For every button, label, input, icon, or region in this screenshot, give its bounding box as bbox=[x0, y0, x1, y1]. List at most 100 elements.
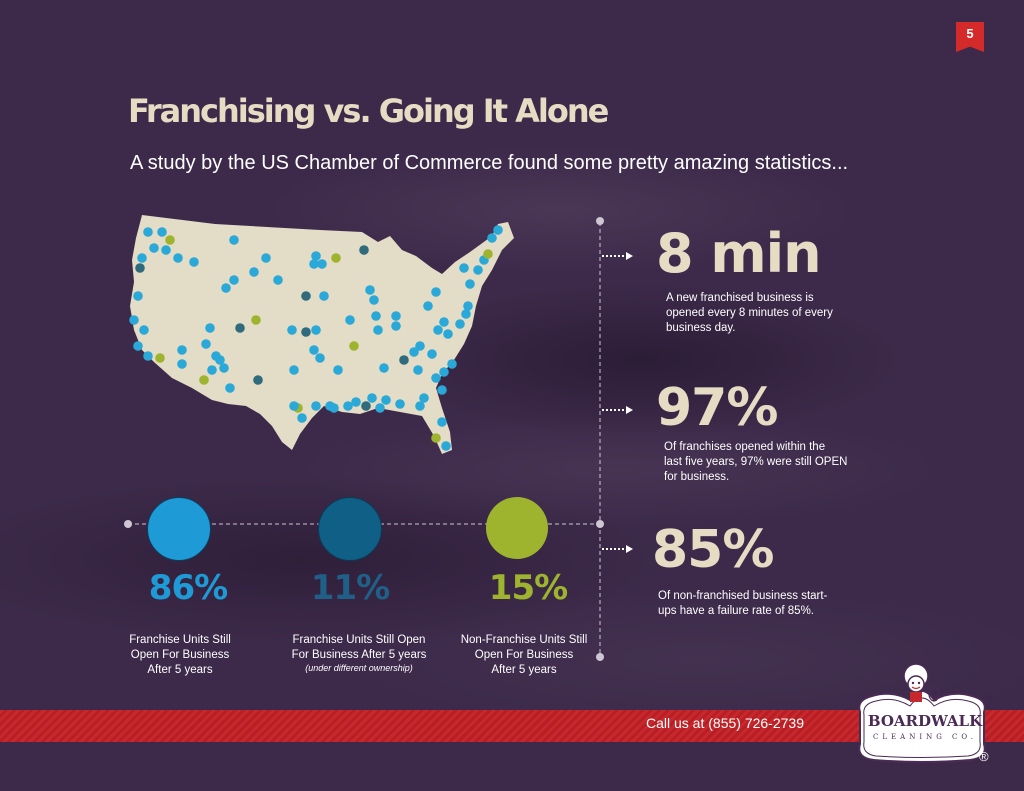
map-location-dot bbox=[367, 393, 377, 403]
map-location-dot bbox=[431, 433, 441, 443]
map-location-dot bbox=[391, 311, 401, 321]
map-location-dot bbox=[207, 365, 217, 375]
map-location-dot bbox=[413, 365, 423, 375]
logo-subtitle: CLEANING CO. bbox=[873, 733, 977, 741]
map-location-dot bbox=[251, 315, 261, 325]
map-location-dot bbox=[157, 227, 167, 237]
map-location-dot bbox=[431, 287, 441, 297]
map-location-dot bbox=[143, 227, 153, 237]
map-location-dot bbox=[133, 291, 143, 301]
map-location-dot bbox=[249, 267, 259, 277]
footer-band bbox=[0, 710, 1024, 742]
map-location-dot bbox=[319, 291, 329, 301]
map-location-dot bbox=[177, 359, 187, 369]
page-number-badge: 5 bbox=[956, 22, 984, 52]
map-location-dot bbox=[443, 329, 453, 339]
map-location-dot bbox=[349, 341, 359, 351]
map-location-dot bbox=[415, 401, 425, 411]
map-location-dot bbox=[333, 365, 343, 375]
map-location-dot bbox=[219, 363, 229, 373]
map-location-dot bbox=[461, 309, 471, 319]
map-location-dot bbox=[359, 245, 369, 255]
map-location-dot bbox=[235, 323, 245, 333]
stat-value-97-percent: 97% bbox=[656, 378, 778, 438]
map-location-dot bbox=[465, 279, 475, 289]
percent-note: (under different ownership) bbox=[305, 663, 413, 673]
map-location-dot bbox=[273, 275, 283, 285]
map-location-dot bbox=[253, 375, 263, 385]
map-location-dot bbox=[381, 395, 391, 405]
us-map-illustration bbox=[129, 215, 514, 454]
percent-11: 11% bbox=[310, 568, 390, 608]
map-location-dot bbox=[371, 311, 381, 321]
map-location-dot bbox=[317, 259, 327, 269]
map-location-dot bbox=[177, 345, 187, 355]
map-location-dot bbox=[155, 353, 165, 363]
map-location-dot bbox=[301, 291, 311, 301]
map-location-dot bbox=[325, 401, 335, 411]
logo-wordmark: BOARDWALK bbox=[867, 712, 983, 730]
phone-number[interactable]: Call us at (855) 726-2739 bbox=[646, 715, 804, 731]
map-location-dot bbox=[437, 417, 447, 427]
map-location-dot bbox=[419, 393, 429, 403]
map-location-dot bbox=[133, 341, 143, 351]
map-location-dot bbox=[149, 243, 159, 253]
map-location-dot bbox=[309, 259, 319, 269]
map-location-dot bbox=[439, 317, 449, 327]
boardwalk-logo bbox=[858, 663, 986, 763]
map-location-dot bbox=[395, 399, 405, 409]
map-location-dot bbox=[165, 235, 175, 245]
stat-arrow bbox=[602, 252, 633, 260]
map-location-dot bbox=[409, 347, 419, 357]
stat-description: Of franchises opened within the last fiv… bbox=[664, 441, 848, 483]
map-location-dot bbox=[261, 253, 271, 263]
map-location-dot bbox=[379, 363, 389, 373]
map-location-dot bbox=[441, 441, 451, 451]
map-location-dot bbox=[455, 319, 465, 329]
percent-label: Franchise Units Still Open For Business … bbox=[129, 634, 231, 676]
stat-arrow bbox=[602, 545, 633, 553]
map-location-dot bbox=[473, 265, 483, 275]
us-map-shape bbox=[130, 215, 514, 454]
map-location-dot bbox=[215, 355, 225, 365]
stat-description: A new franchised business is opened ever… bbox=[666, 292, 833, 334]
map-location-dot bbox=[205, 323, 215, 333]
map-location-dot bbox=[423, 301, 433, 311]
map-location-dot bbox=[189, 257, 199, 267]
map-location-dot bbox=[137, 253, 147, 263]
map-location-dot bbox=[391, 321, 401, 331]
registered-mark: ® bbox=[979, 749, 989, 764]
map-location-dot bbox=[493, 225, 503, 235]
map-location-dot bbox=[289, 365, 299, 375]
map-location-dot bbox=[439, 367, 449, 377]
stat-description: Of non-franchised business start- ups ha… bbox=[658, 590, 828, 617]
stat-value-8-min: 8 min bbox=[656, 222, 822, 285]
map-location-dot bbox=[225, 383, 235, 393]
map-location-dot bbox=[301, 327, 311, 337]
map-location-dot bbox=[365, 285, 375, 295]
map-location-dot bbox=[345, 315, 355, 325]
map-location-dot bbox=[361, 401, 371, 411]
map-location-dot bbox=[135, 263, 145, 273]
map-location-dot bbox=[399, 355, 409, 365]
map-location-dot bbox=[129, 315, 139, 325]
map-location-dot bbox=[229, 275, 239, 285]
percent-label: Franchise Units Still Open For Business … bbox=[291, 634, 427, 661]
map-location-dot bbox=[459, 263, 469, 273]
map-dots bbox=[129, 225, 503, 451]
map-location-dot bbox=[487, 233, 497, 243]
circle-green bbox=[486, 497, 548, 559]
map-location-dot bbox=[297, 413, 307, 423]
page-title: Franchising vs. Going It Alone bbox=[128, 92, 609, 130]
map-location-dot bbox=[139, 325, 149, 335]
map-location-dot bbox=[351, 397, 361, 407]
map-location-dot bbox=[287, 325, 297, 335]
map-location-dot bbox=[315, 353, 325, 363]
stat-value-85-percent: 85% bbox=[652, 520, 774, 580]
map-location-dot bbox=[415, 341, 425, 351]
map-location-dot bbox=[289, 401, 299, 411]
map-location-dot bbox=[311, 325, 321, 335]
map-location-dot bbox=[221, 283, 231, 293]
map-location-dot bbox=[143, 351, 153, 361]
map-location-dot bbox=[437, 385, 447, 395]
